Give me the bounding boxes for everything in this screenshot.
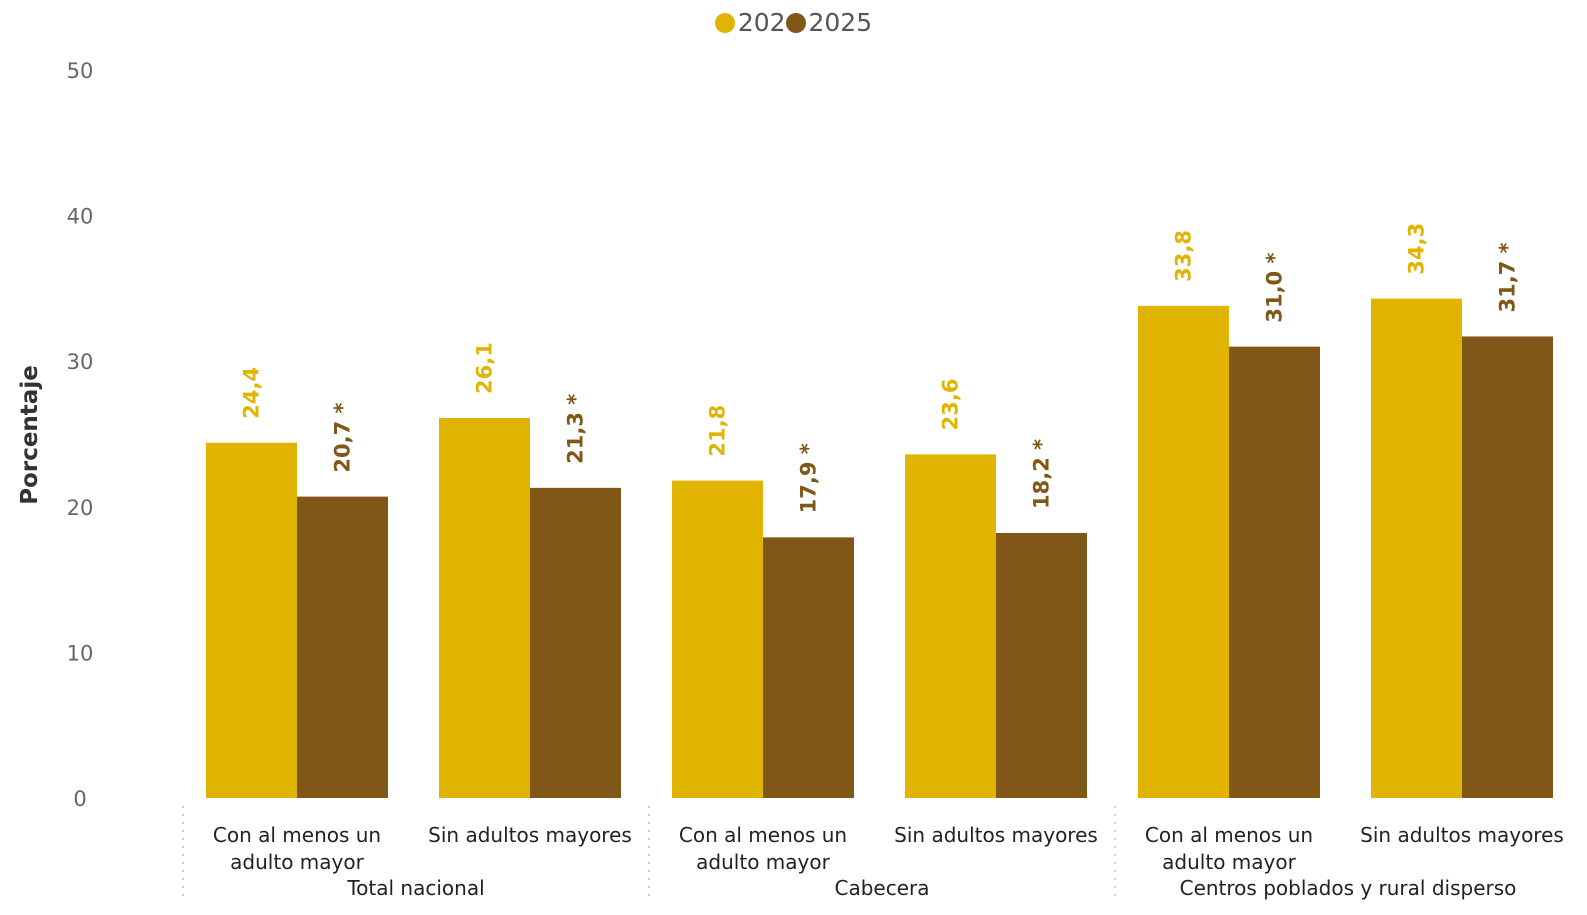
bar-2024 — [1371, 298, 1462, 798]
category-labels: Con al menos un adulto mayor Sin adultos m… — [213, 823, 1564, 874]
legend-item-2025[interactable]: 2025 — [785, 8, 873, 37]
y-tick-label: 50 — [67, 59, 94, 83]
bar-2025 — [530, 487, 621, 798]
bar-2025 — [763, 537, 854, 798]
data-label-2025: 31,0 * — [1263, 253, 1287, 323]
bar-2024 — [206, 442, 297, 798]
data-labels: 24,4 26,1 21,8 23,6 33,8 34,3 20,7 * 21,3 * 17,9… — [240, 223, 1520, 514]
group-label: Centros poblados y rural disperso — [1180, 876, 1517, 900]
bars — [206, 298, 1553, 798]
category-label: Con al menos un adulto mayor — [213, 823, 381, 874]
data-label-2024: 33,8 — [1172, 230, 1196, 282]
y-tick-label: 40 — [67, 205, 94, 229]
bar-2025 — [1229, 346, 1320, 798]
data-label-2024: 23,6 — [939, 379, 963, 431]
data-label-2024: 24,4 — [240, 367, 264, 419]
legend-swatch-2025 — [785, 12, 806, 33]
y-tick-label: 30 — [67, 350, 94, 374]
group-label: Cabecera — [835, 876, 930, 900]
y-tick-label: 20 — [67, 496, 94, 520]
legend-label-2025: 2025 — [808, 8, 873, 37]
data-label-2024: 26,1 — [473, 342, 497, 394]
bar-2024 — [905, 454, 996, 798]
group-label: Total nacional — [346, 876, 484, 900]
category-label: Sin adultos mayores — [1360, 823, 1564, 847]
bar-2025 — [1462, 336, 1553, 798]
category-label: Sin adultos mayores — [428, 823, 632, 847]
category-label: Con al menos un adulto mayor — [1145, 823, 1313, 874]
bar-2025 — [297, 496, 388, 798]
bar-2024 — [439, 417, 530, 798]
category-label: Sin adultos mayores — [894, 823, 1098, 847]
data-label-2025: 20,7 * — [331, 402, 355, 472]
legend: 2024 2025 — [0, 8, 1587, 37]
data-label-2024: 34,3 — [1405, 223, 1429, 275]
y-axis-ticks: 0 10 20 30 40 50 — [67, 59, 94, 811]
legend-swatch-2024 — [714, 12, 735, 33]
category-label: Con al menos un adulto mayor — [679, 823, 847, 874]
data-label-2024: 21,8 — [706, 405, 730, 457]
data-label-2025: 21,3 * — [564, 394, 588, 464]
group-labels: Total nacional Cabecera Centros poblados y… — [346, 876, 1516, 900]
y-tick-label: 10 — [67, 641, 94, 665]
bar-2024 — [1138, 305, 1229, 798]
data-label-2025: 17,9 * — [797, 443, 821, 513]
y-tick-label: 0 — [73, 787, 86, 811]
bar-2024 — [672, 480, 763, 798]
bar-2025 — [996, 533, 1087, 798]
data-label-2025: 18,2 * — [1030, 439, 1054, 509]
y-axis-label: Porcentaje — [17, 365, 43, 505]
data-label-2025: 31,7 * — [1496, 242, 1520, 312]
